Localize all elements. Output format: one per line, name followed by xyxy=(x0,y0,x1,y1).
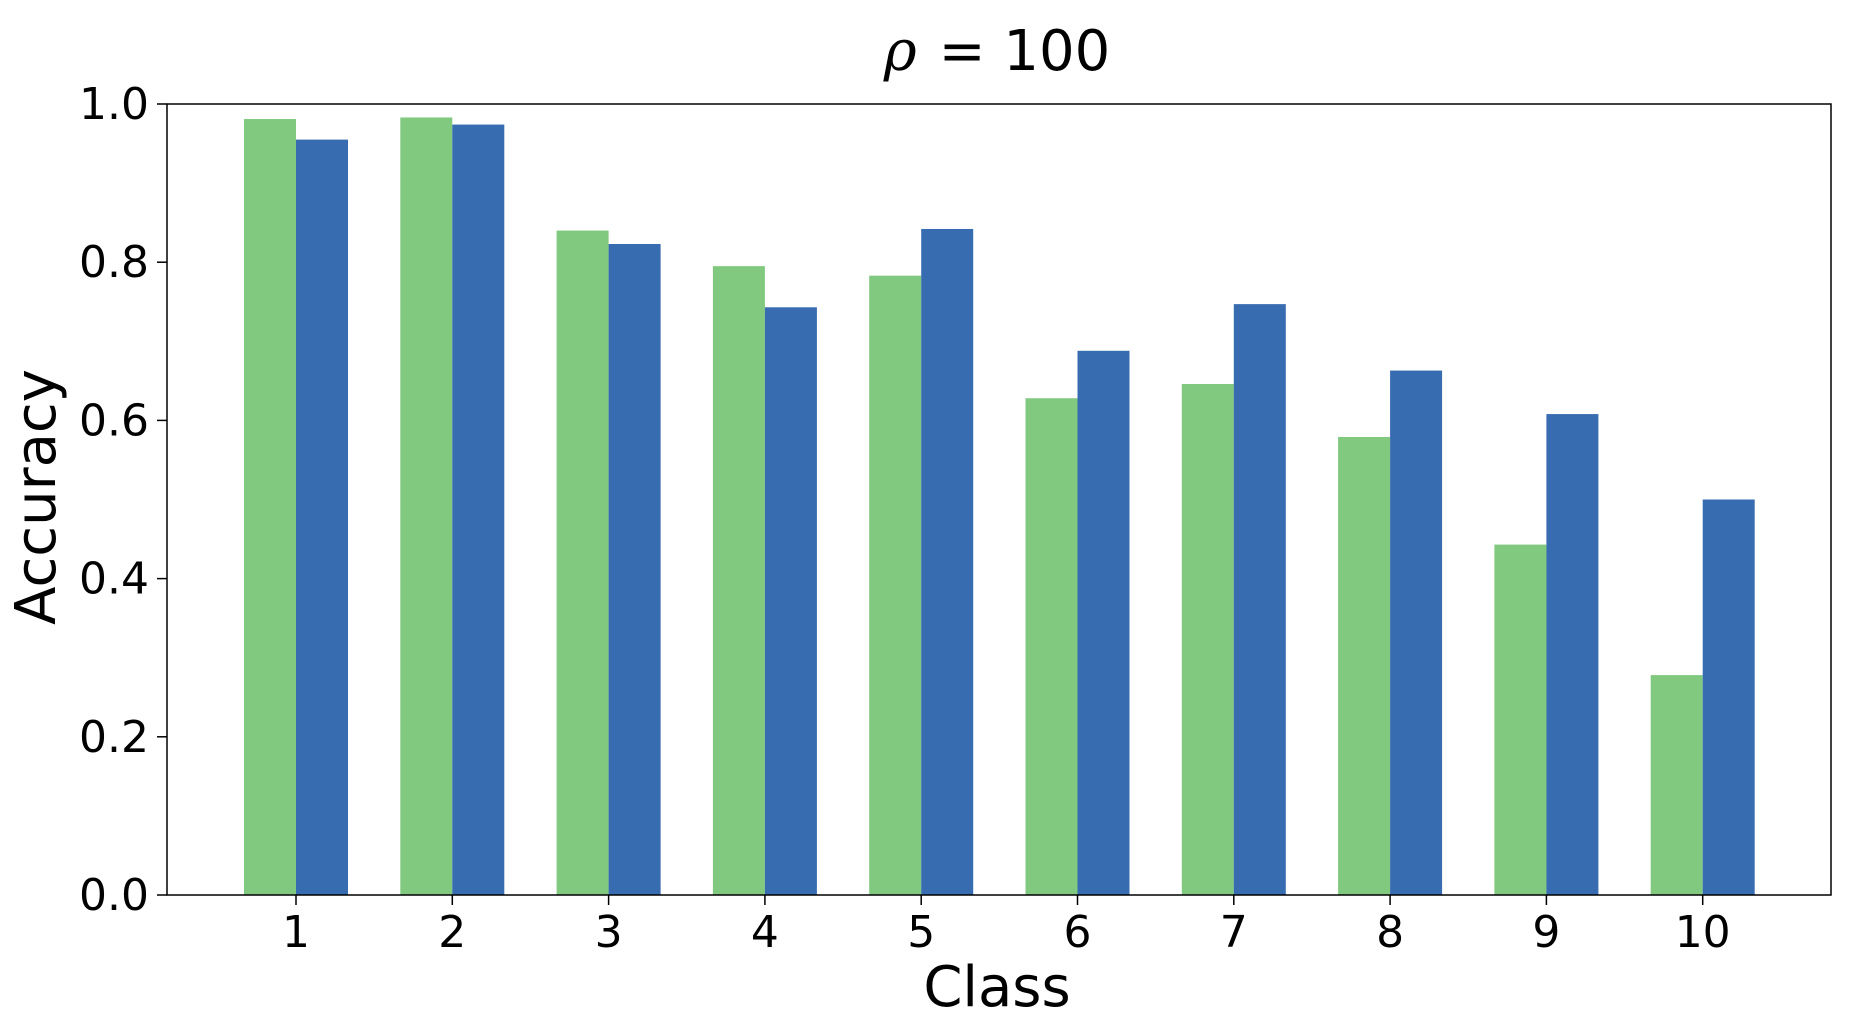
y-tick-label: 0.4 xyxy=(79,554,149,605)
bar-series1-class-10 xyxy=(1650,675,1703,895)
bar-series1-class-6 xyxy=(1025,398,1078,895)
bar-series1-class-3 xyxy=(556,230,609,895)
x-tick-label: 5 xyxy=(907,907,935,958)
bar-series2-class-8 xyxy=(1390,370,1443,895)
bar-series2-class-4 xyxy=(764,307,817,895)
x-tick-label: 4 xyxy=(751,907,779,958)
bar-series2-class-3 xyxy=(608,244,661,895)
bar-series2-class-5 xyxy=(921,228,974,896)
bars-layer xyxy=(244,117,1755,896)
x-tick-label: 6 xyxy=(1064,907,1092,958)
y-tick-label: 0.8 xyxy=(79,237,149,288)
x-tick-label: 9 xyxy=(1532,907,1560,958)
chart-title: ρ = 100 xyxy=(883,19,1111,84)
bar-series2-class-2 xyxy=(452,124,505,895)
chart-title-symbol: ρ xyxy=(883,19,917,84)
x-tick-label: 1 xyxy=(282,907,310,958)
bar-series2-class-6 xyxy=(1077,350,1130,895)
axes-layer: 0.0 0.2 0.4 0.6 0.8 1.0 1 2 3 4 5 6 7 8 9 10 xyxy=(79,79,1832,958)
y-axis-label: Accuracy xyxy=(4,369,69,625)
y-tick-label: 1.0 xyxy=(79,79,149,130)
bar-series1-class-2 xyxy=(400,117,453,895)
y-tick-label: 0.0 xyxy=(79,870,149,921)
x-tick-label: 7 xyxy=(1220,907,1248,958)
bar-series2-class-1 xyxy=(296,139,348,896)
x-tick-label: 2 xyxy=(438,907,466,958)
bar-series1-class-4 xyxy=(712,266,765,895)
x-tick-label: 3 xyxy=(595,907,623,958)
y-tick-label: 0.6 xyxy=(79,395,149,446)
chart-title-value: = 100 xyxy=(939,19,1111,84)
bar-series1-class-1 xyxy=(244,119,296,895)
x-tick-label: 10 xyxy=(1675,907,1731,958)
bar-series2-class-10 xyxy=(1702,499,1755,895)
bar-series1-class-7 xyxy=(1181,384,1234,895)
bar-series2-class-7 xyxy=(1233,304,1286,895)
bar-series2-class-9 xyxy=(1546,414,1599,895)
y-tick-label: 0.2 xyxy=(79,712,149,763)
plot-frame xyxy=(166,103,1832,896)
bar-series1-class-8 xyxy=(1338,437,1391,895)
x-tick-label: 8 xyxy=(1376,907,1404,958)
bar-series1-class-5 xyxy=(869,275,922,895)
x-axis-label: Class xyxy=(923,955,1070,1020)
bar-series1-class-9 xyxy=(1494,544,1547,895)
